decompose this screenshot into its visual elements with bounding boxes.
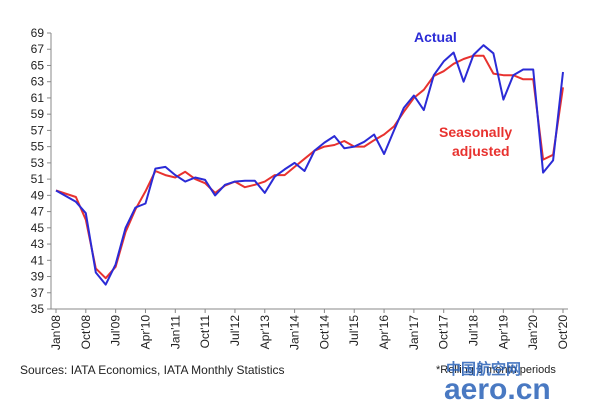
y-tick-label: 57 [31,123,45,137]
series-line-seasonally-adjusted [55,54,564,280]
y-tick-label: 41 [31,253,45,267]
x-tick-label: Apr'19 [496,315,510,350]
x-tick-label: Jul'09 [109,315,123,346]
x-tick-label: Apr'16 [377,315,391,350]
series-line-actual [55,44,564,286]
footnote: *Rolling 3 month periods [436,364,556,376]
y-tick-label: 35 [31,302,45,316]
y-tick-label: 69 [31,26,45,40]
y-tick-label: 67 [31,42,45,56]
x-tick-label: Jan'08 [49,315,63,350]
x-tick-label: Oct'11 [198,315,212,349]
x-tick-label: Oct'08 [79,315,93,350]
x-tick-label: Jan'17 [407,315,421,350]
watermark-text: aero.cn [444,373,551,406]
watermark-cn: 中国航空网 [446,360,521,378]
x-tick-label: Jul'12 [228,315,242,346]
y-tick-label: 53 [31,156,45,170]
x-tick-label: Apr'13 [258,315,272,350]
seasonally-label-line1: Seasonally [439,124,512,140]
x-tick-label: Oct'14 [317,315,331,350]
series-layer [55,44,564,286]
y-tick-label: 43 [31,237,45,251]
seasonally-label-line2: adjusted [452,143,510,159]
x-tick-label: Jan'14 [288,315,302,350]
y-tick-label: 51 [31,172,45,186]
x-tick-label: Jan'11 [168,315,182,349]
x-tick-label: Apr'10 [138,315,152,350]
y-axis-ticks: 35 37 39 41 43 45 47 49 51 53 55 57 59 61 63 65 67 69 [31,26,51,316]
x-tick-label: Oct'17 [437,315,451,350]
x-axis-ticks: Jan'08 Oct'08 Jul'09 Apr'10 Jan'11 Oct'11 Jul'… [49,309,570,350]
y-tick-label: 49 [31,188,45,202]
y-tick-label: 65 [31,58,45,72]
x-tick-label: Jul'18 [467,315,481,346]
x-tick-label: Oct'20 [556,315,570,350]
watermark-logo: 中国航空网 aero.cn [444,360,551,406]
y-tick-label: 55 [31,140,45,154]
y-tick-label: 39 [31,270,45,284]
y-tick-label: 37 [31,286,45,300]
y-tick-label: 59 [31,107,45,121]
x-tick-label: Jul'15 [347,315,361,346]
y-tick-label: 45 [31,221,45,235]
y-tick-label: 63 [31,75,45,89]
y-tick-label: 47 [31,205,45,219]
x-tick-label: Jan'20 [526,315,540,350]
source-note: Sources: IATA Economics, IATA Monthly St… [20,363,285,377]
y-tick-label: 61 [31,91,45,105]
actual-label: Actual [414,29,457,45]
